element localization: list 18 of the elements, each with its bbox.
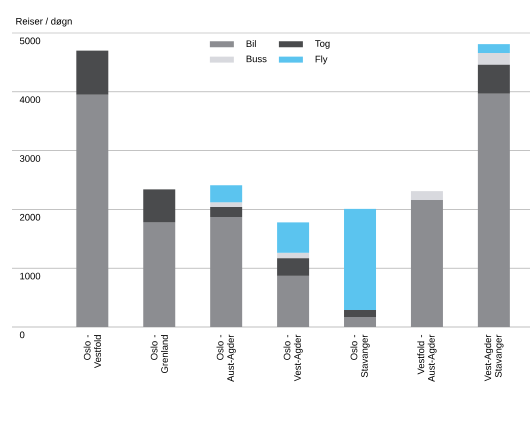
legend-label: Bil — [246, 40, 256, 47]
x-tick-label: Oslo - Grenland — [150, 334, 168, 373]
y-tick-label: 4000 — [20, 96, 40, 104]
x-tick-label: Oslo - Stavanger — [350, 334, 370, 378]
legend-label: Fly — [316, 55, 328, 64]
x-tick-label: Vest-Agder Stavanger — [484, 334, 504, 382]
y-tick-label: 0 — [20, 332, 24, 338]
x-tick-label: Oslo - Vest-Agder — [283, 334, 303, 382]
x-tick-label: Oslo - Aust-Agder — [216, 334, 236, 382]
y-tick-label: 3000 — [20, 155, 40, 162]
legend-label: Tog — [315, 40, 330, 49]
y-tick-label: 1000 — [20, 272, 40, 280]
y-axis-title: Reiser / døgn — [16, 18, 72, 26]
y-tick-label: 2000 — [20, 214, 40, 221]
legend-label: Buss — [246, 56, 267, 62]
x-tick-label: Vestfold - Aust-Agder — [417, 334, 437, 382]
y-tick-label: 5000 — [20, 38, 40, 44]
x-tick-label: Oslo - Vestfold — [84, 334, 102, 368]
